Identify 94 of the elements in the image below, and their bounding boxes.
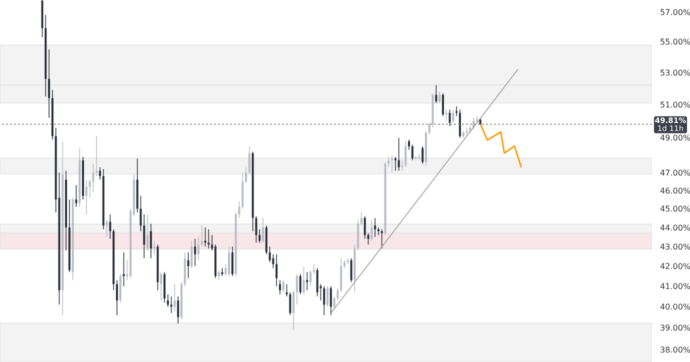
candlestick	[85, 179, 88, 215]
y-tick-label: 51.00%	[660, 100, 690, 110]
candlestick	[160, 272, 162, 301]
candlestick	[218, 270, 220, 281]
candlestick	[75, 184, 78, 208]
candlestick	[367, 232, 370, 246]
candlestick	[316, 268, 318, 297]
candlestick	[299, 274, 302, 295]
candlestick	[258, 228, 261, 244]
candlestick	[245, 166, 248, 184]
y-tick-label: 57.00%	[660, 8, 690, 17]
candlestick	[310, 270, 312, 287]
candlestick	[286, 284, 288, 297]
y-tick-label: 45.00%	[660, 204, 690, 214]
candlestick	[140, 195, 142, 232]
y-tick-label: 46.00%	[660, 186, 690, 196]
candlestick	[231, 246, 234, 277]
candlestick	[238, 200, 240, 218]
candlestick	[448, 109, 451, 126]
candlestick	[323, 286, 326, 316]
candlestick	[364, 216, 366, 240]
candlestick	[170, 296, 172, 314]
candlestick	[312, 264, 315, 275]
candlestick	[194, 238, 196, 267]
candlestick	[326, 286, 329, 308]
candlestick	[48, 48, 50, 118]
candlestick	[296, 274, 298, 306]
candlestick	[350, 258, 352, 283]
y-tick-label: 38.00%	[660, 345, 690, 354]
candlestick	[150, 223, 152, 259]
candlestick	[146, 214, 149, 251]
candlestick	[388, 156, 390, 168]
candlestick	[122, 252, 125, 287]
candlestick	[445, 109, 448, 122]
candlestick	[370, 220, 373, 242]
candlestick	[228, 246, 230, 277]
candlestick	[153, 240, 156, 255]
y-tick-label: 47.00%	[660, 168, 690, 178]
candlestick	[166, 294, 169, 308]
candlestick	[458, 109, 461, 138]
candlestick	[428, 122, 430, 135]
candlestick	[177, 296, 180, 324]
candlestick	[92, 163, 94, 193]
candlestick	[306, 272, 308, 291]
y-tick-label: 55.00%	[660, 38, 690, 47]
candlestick	[106, 220, 108, 238]
candlestick	[452, 109, 454, 124]
y-tick-label: 42.00%	[660, 262, 690, 271]
candlestick	[408, 139, 410, 150]
candlestick	[336, 288, 339, 301]
y-tick-label: 43.00%	[660, 242, 690, 252]
candlestick	[398, 137, 400, 172]
candlestick	[292, 290, 295, 330]
y-tick-label: 40.00%	[660, 302, 690, 312]
candlestick	[456, 106, 458, 116]
y-tick-label: 53.00%	[660, 68, 690, 78]
candlestick	[109, 214, 112, 240]
candlestick	[197, 236, 200, 261]
candlestick	[143, 214, 146, 259]
y-tick-label: 39.00%	[660, 324, 690, 333]
candlestick	[380, 228, 383, 249]
candlestick	[187, 252, 190, 279]
candlestick	[422, 146, 424, 164]
candlestick	[333, 296, 336, 310]
y-tick-label: 44.00%	[660, 223, 690, 232]
line-series	[480, 123, 522, 168]
candlestick	[268, 246, 271, 263]
candlestick	[88, 179, 91, 198]
candlestick	[255, 216, 258, 244]
candlestick	[435, 84, 438, 104]
candlestick	[302, 266, 305, 295]
candlestick	[282, 280, 284, 293]
candlestick	[276, 254, 278, 287]
candlestick	[208, 228, 210, 249]
candlestick	[360, 212, 362, 226]
candlestick	[404, 140, 407, 168]
y-tick-label: 41.00%	[660, 282, 690, 292]
candlestick	[374, 218, 376, 238]
candlestick	[330, 286, 332, 316]
candlestick	[278, 280, 281, 295]
candlestick	[442, 92, 444, 116]
candlestick	[438, 91, 441, 104]
candlestick	[411, 144, 414, 161]
y-tick-label: 49.00%	[660, 134, 690, 143]
candlestick	[272, 254, 274, 269]
candlestick	[190, 240, 193, 269]
candlestick	[174, 284, 176, 312]
candlestick	[401, 160, 404, 172]
candlestick	[262, 218, 264, 244]
candlestick	[248, 146, 250, 175]
candlestick	[289, 292, 292, 316]
candlestick	[98, 166, 101, 180]
candlestick	[200, 225, 203, 247]
candlestick	[116, 280, 118, 316]
